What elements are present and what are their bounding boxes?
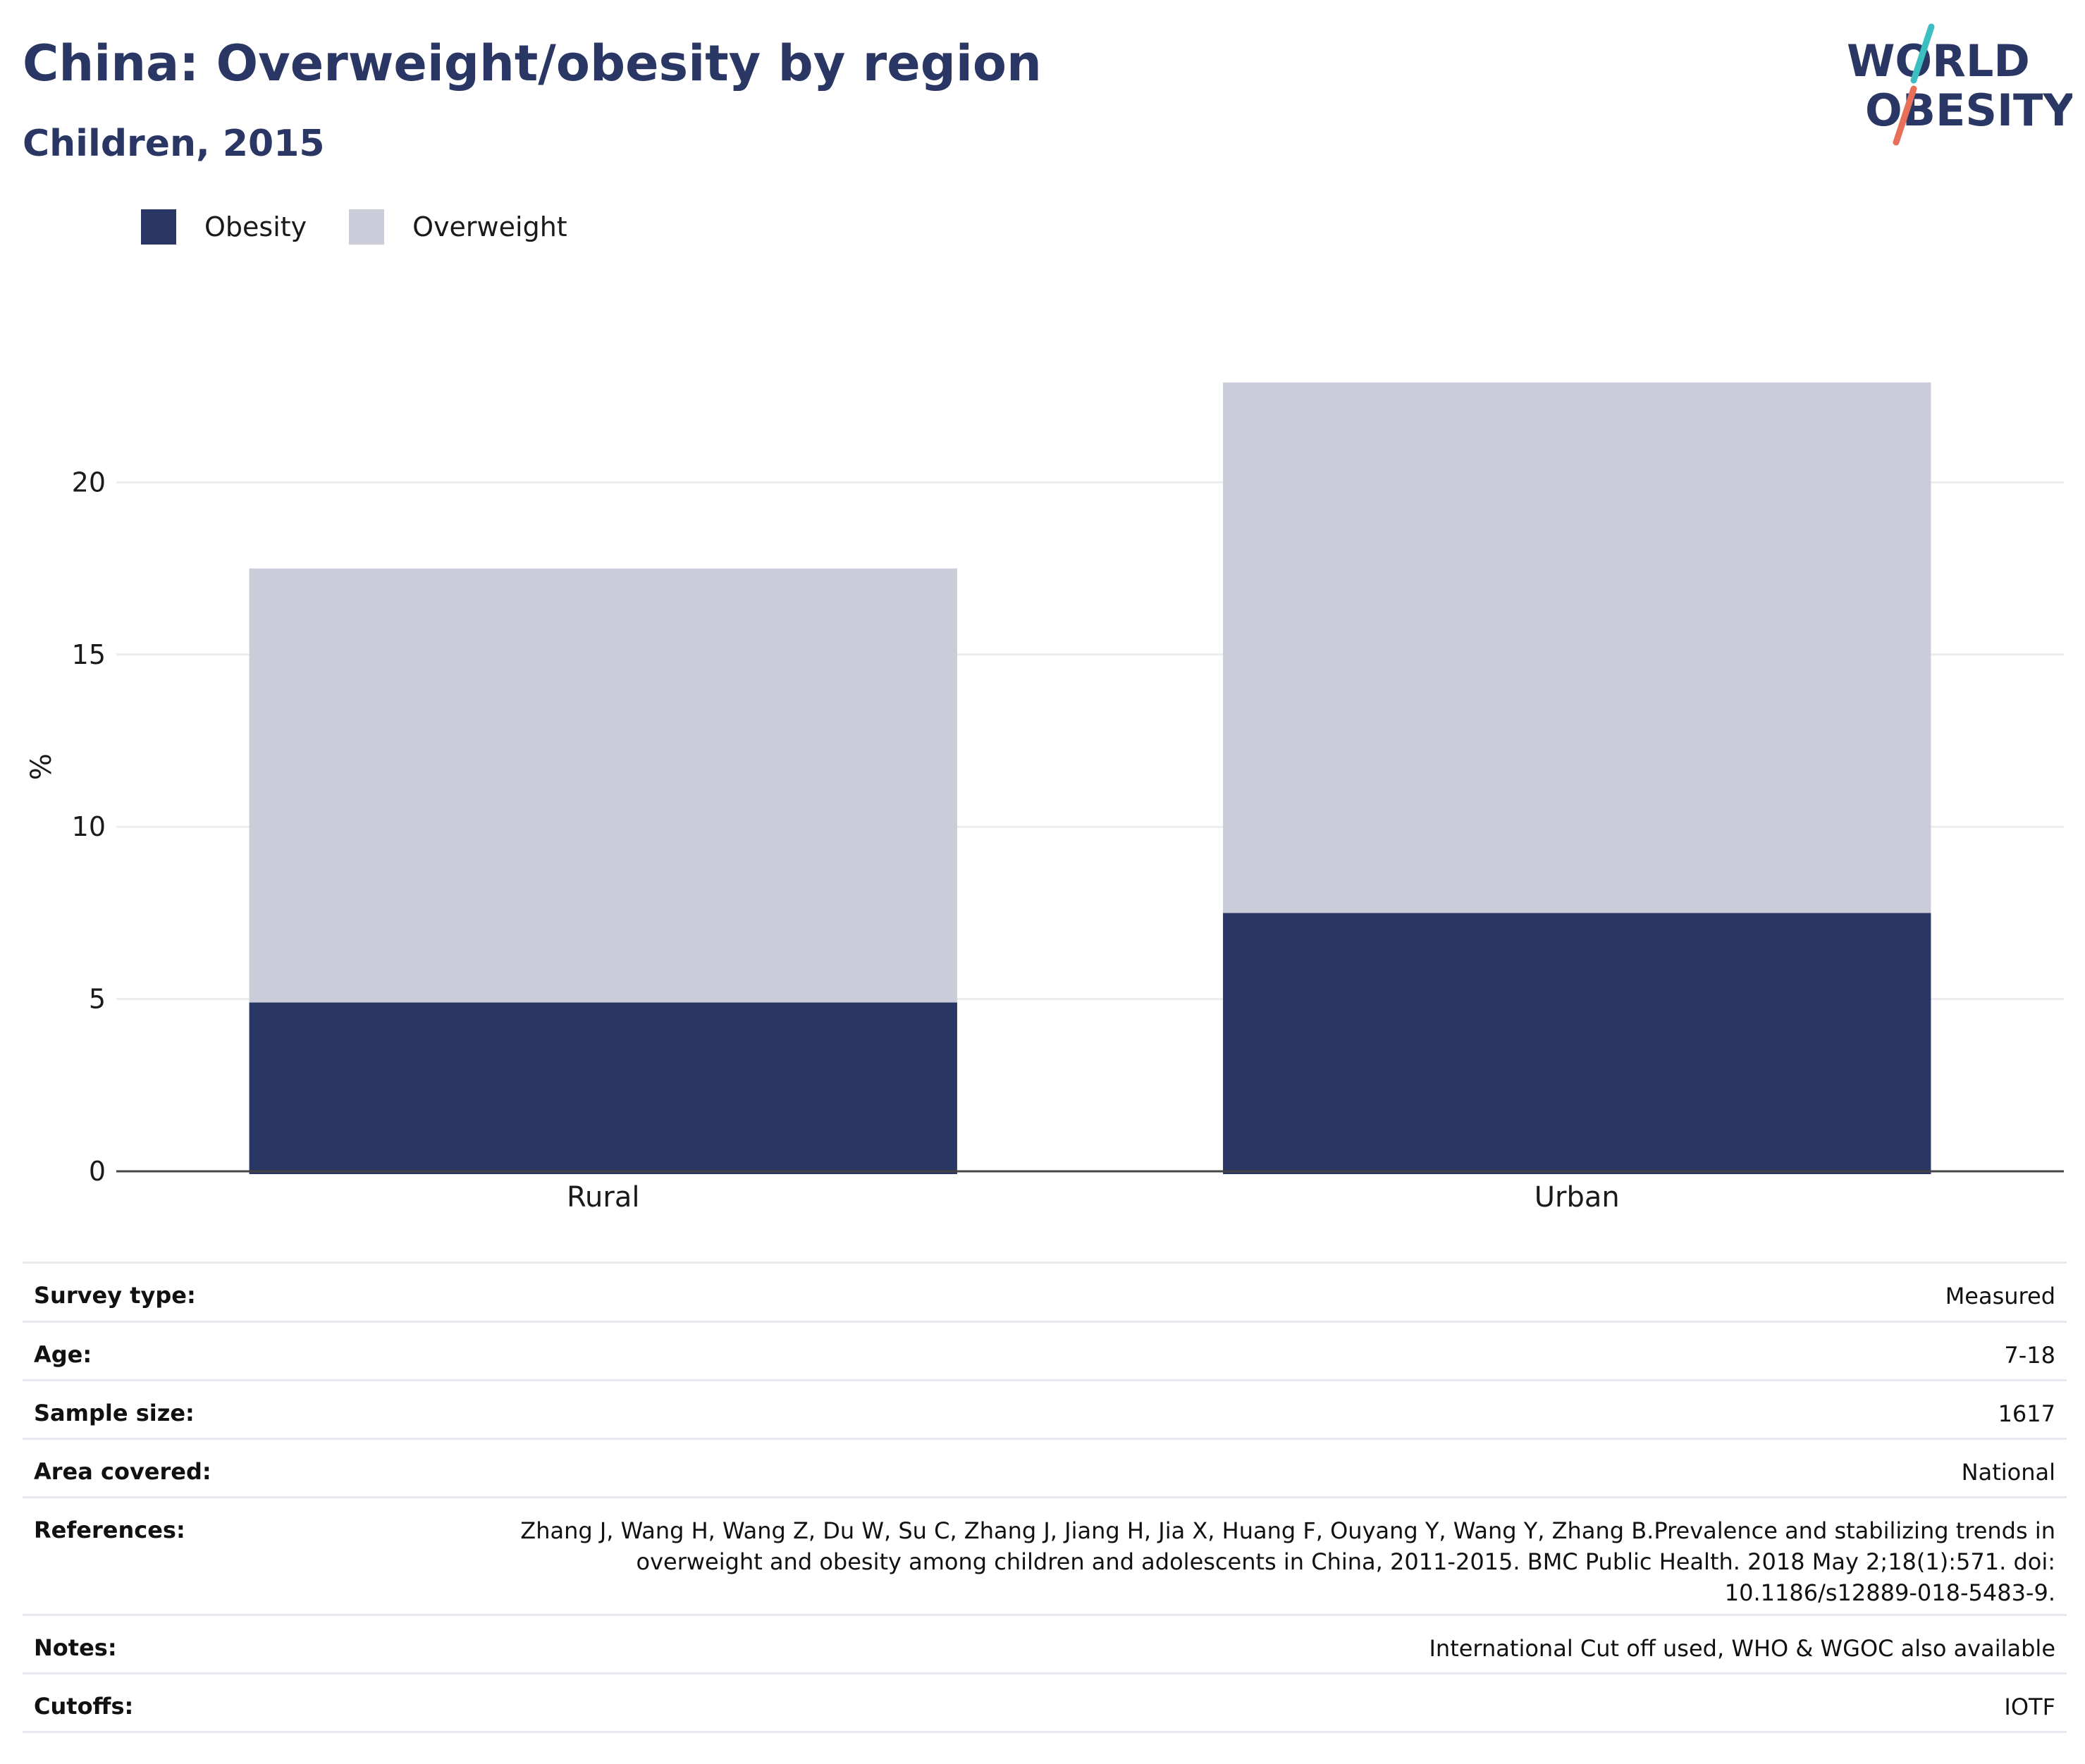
bar-urban-obesity[interactable] (1223, 913, 1931, 1174)
meta-row-references: References: Zhang J, Wang H, Wang Z, Du … (23, 1498, 2067, 1616)
meta-label: Sample size: (34, 1400, 195, 1426)
legend-item-obesity[interactable]: Obesity (141, 209, 307, 245)
meta-row-area-covered: Area covered: National (23, 1440, 2067, 1498)
survey-details-table: Survey type: Measured Age: 7-18 Sample s… (23, 1262, 2067, 1733)
stacked-bar-chart: 0 5 10 15 20 Rural Urban% (25, 382, 2064, 1214)
meta-row-notes: Notes: International Cut off used, WHO &… (23, 1616, 2067, 1674)
y-tick-label: 20 (72, 467, 106, 498)
meta-row-sample-size: Sample size: 1617 (23, 1381, 2067, 1440)
chart-legend: Obesity Overweight (141, 206, 610, 248)
y-tick-label: 15 (72, 639, 106, 670)
meta-label: References: (34, 1517, 185, 1543)
meta-value: Measured (1945, 1283, 2055, 1309)
x-category-label: Urban (1534, 1181, 1620, 1214)
meta-label: Survey type: (34, 1282, 196, 1309)
meta-label: Area covered: (34, 1458, 211, 1485)
x-category-label: Rural (567, 1181, 639, 1214)
bar-urban-overweight[interactable] (1223, 382, 1931, 913)
page-subtitle: Children, 2015 (23, 123, 325, 165)
meta-value: 7-18 (2004, 1342, 2055, 1369)
y-tick-label: 10 (72, 811, 106, 842)
meta-value: 1617 (1998, 1400, 2055, 1427)
legend-swatch-overweight (349, 209, 385, 245)
meta-row-cutoffs: Cutoffs: IOTF (23, 1674, 2067, 1733)
bar-rural-obesity[interactable] (249, 1002, 957, 1174)
axes: 0 5 10 15 20 Rural Urban% (25, 467, 2064, 1214)
meta-row-survey-type: Survey type: Measured (23, 1264, 2067, 1323)
legend-label-overweight: Overweight (412, 211, 567, 242)
legend-label-obesity: Obesity (204, 211, 307, 242)
meta-label: Cutoffs: (34, 1693, 134, 1720)
world-obesity-logo: WORLD OBESITY (1847, 23, 2072, 146)
meta-value: Zhang J, Wang H, Wang Z, Du W, Su C, Zha… (520, 1517, 2055, 1606)
legend-swatch-obesity (141, 209, 176, 245)
page-title: China: Overweight/obesity by region (23, 35, 1042, 92)
y-axis-title: % (25, 753, 58, 780)
logo-slash-top (1910, 23, 1935, 84)
bars (249, 382, 1931, 1174)
meta-value: IOTF (2004, 1694, 2055, 1720)
legend-item-overweight[interactable]: Overweight (349, 209, 567, 245)
logo-line-1: WORLD (1847, 35, 2030, 87)
meta-value: National (1961, 1459, 2055, 1486)
bar-rural-overweight[interactable] (249, 568, 957, 1003)
y-tick-label: 5 (89, 984, 106, 1015)
meta-value: International Cut off used, WHO & WGOC a… (1429, 1635, 2055, 1662)
y-tick-label: 0 (89, 1156, 106, 1187)
meta-label: Notes: (34, 1634, 117, 1661)
meta-label: Age: (34, 1341, 92, 1368)
meta-row-age: Age: 7-18 (23, 1323, 2067, 1381)
logo-slash-bottom (1893, 85, 1917, 146)
